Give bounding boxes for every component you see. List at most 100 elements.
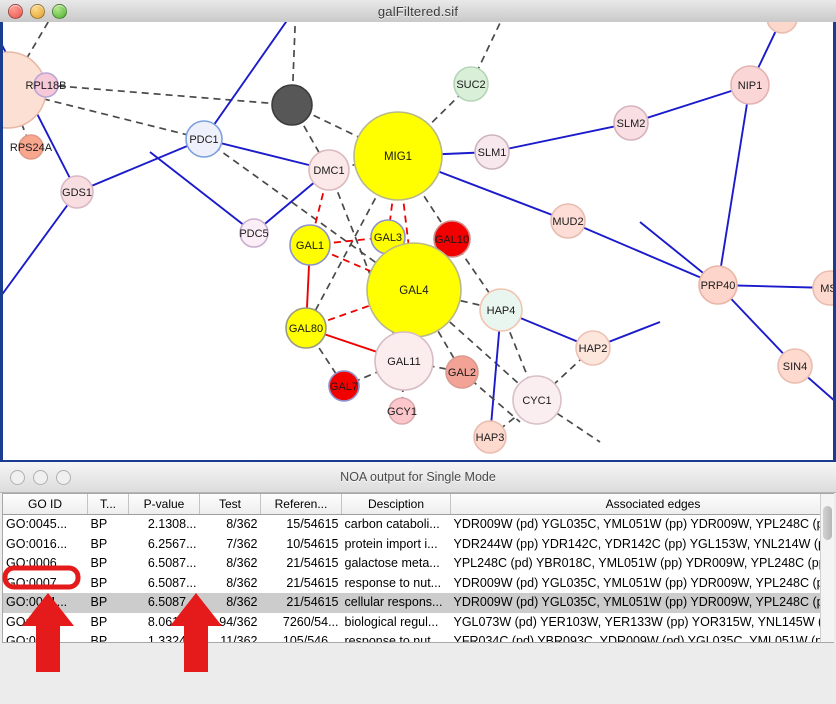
node-gal11[interactable]: GAL11 bbox=[374, 331, 434, 391]
table-row[interactable]: GO:0007... BP 6.5087... 8/362 21/54615 respon… bbox=[3, 574, 833, 594]
network-edge[interactable] bbox=[203, 138, 330, 171]
noa-results-table[interactable]: GO ID T... P-value Test Referen... Desci… bbox=[3, 494, 833, 642]
table-row[interactable]: GO:0031... BP 1.3324... 11/362 105/546... res… bbox=[3, 632, 833, 642]
network-canvas[interactable]: RPL18B RPS24A GDS1 PDC1 PDC5 DMC1 MIG1 SUC2 SLM1… bbox=[0, 22, 836, 460]
node-circle[interactable] bbox=[575, 330, 611, 366]
node-circle[interactable] bbox=[308, 149, 350, 191]
node-circle[interactable] bbox=[812, 270, 836, 306]
network-edge[interactable] bbox=[0, 191, 78, 352]
noa-results-table-container[interactable]: GO ID T... P-value Test Referen... Desci… bbox=[2, 493, 834, 643]
node-circle[interactable] bbox=[271, 84, 313, 126]
node-pdc1[interactable]: PDC1 bbox=[185, 120, 223, 158]
node-hap4[interactable]: HAP4 bbox=[479, 288, 523, 332]
node-rpl18b[interactable]: RPL18B bbox=[26, 72, 67, 98]
node-prp40[interactable]: PRP40 bbox=[698, 265, 738, 305]
node-circle[interactable] bbox=[328, 370, 360, 402]
column-header-p-value[interactable]: P-value bbox=[128, 494, 200, 515]
table-vertical-scrollbar[interactable] bbox=[820, 494, 834, 642]
table-body[interactable]: GO:0045... BP 2.1308... 8/362 15/54615 carbon… bbox=[3, 515, 833, 642]
node-slm1[interactable]: SLM1 bbox=[474, 134, 510, 170]
column-header-type[interactable]: T... bbox=[87, 494, 129, 515]
node-hap2[interactable]: HAP2 bbox=[575, 330, 611, 366]
node-slm2[interactable]: SLM2 bbox=[613, 105, 649, 141]
column-header-test[interactable]: Test bbox=[199, 494, 261, 515]
noa-close-icon[interactable] bbox=[10, 470, 25, 485]
node-circle[interactable] bbox=[18, 134, 44, 160]
node-circle[interactable] bbox=[613, 105, 649, 141]
node-circle[interactable] bbox=[473, 420, 507, 454]
node-circle[interactable] bbox=[374, 331, 434, 391]
node-circle[interactable] bbox=[698, 265, 738, 305]
node-dmc1[interactable]: DMC1 bbox=[308, 149, 350, 191]
node-pdc5[interactable]: PDC5 bbox=[239, 218, 269, 248]
network-edge[interactable] bbox=[567, 220, 719, 286]
node-circle[interactable] bbox=[353, 111, 443, 201]
network-edge[interactable] bbox=[45, 84, 293, 106]
node-gal7[interactable]: GAL7 bbox=[328, 370, 360, 402]
node-hap3[interactable]: HAP3 bbox=[473, 420, 507, 454]
node-nip1[interactable]: NIP1 bbox=[730, 65, 770, 105]
noa-window-controls[interactable] bbox=[10, 470, 71, 485]
node-msi[interactable]: MSI bbox=[812, 270, 836, 306]
node-circle[interactable] bbox=[479, 288, 523, 332]
node-circle[interactable] bbox=[388, 397, 416, 425]
node-circle[interactable] bbox=[60, 175, 94, 209]
node-gal1[interactable]: GAL1 bbox=[289, 224, 331, 266]
zoom-icon[interactable] bbox=[52, 4, 67, 19]
node-mud2[interactable]: MUD2 bbox=[550, 203, 586, 239]
column-header-reference[interactable]: Referen... bbox=[260, 494, 342, 515]
column-header-associated-edges[interactable]: Associated edges bbox=[450, 494, 833, 515]
node-suc2[interactable]: SUC2 bbox=[453, 66, 489, 102]
node-gal10[interactable]: GAL10 bbox=[433, 220, 471, 258]
scrollbar-thumb[interactable] bbox=[823, 506, 832, 540]
node-circle[interactable] bbox=[445, 355, 479, 389]
node-unlabeled[interactable] bbox=[271, 84, 313, 126]
canvas-right-border bbox=[833, 22, 836, 460]
node-circle[interactable] bbox=[185, 120, 223, 158]
table-row[interactable]: GO:0006... BP 6.5087... 8/362 21/54615 galact… bbox=[3, 554, 833, 574]
noa-zoom-icon[interactable] bbox=[56, 470, 71, 485]
node-circle[interactable] bbox=[433, 220, 471, 258]
node-circle[interactable] bbox=[730, 65, 770, 105]
node-gal2[interactable]: GAL2 bbox=[445, 355, 479, 389]
network-edge[interactable] bbox=[717, 84, 751, 286]
network-graph[interactable]: RPL18B RPS24A GDS1 PDC1 PDC5 DMC1 MIG1 SUC2 SLM1… bbox=[0, 22, 836, 460]
node-gal4[interactable]: GAL4 bbox=[366, 242, 462, 338]
network-edge[interactable] bbox=[630, 84, 751, 124]
network-edge[interactable] bbox=[491, 122, 632, 153]
close-icon[interactable] bbox=[8, 4, 23, 19]
table-row[interactable]: GO:0045... BP 2.1308... 8/362 15/54615 carbon… bbox=[3, 515, 833, 535]
node-mig1[interactable]: MIG1 bbox=[353, 111, 443, 201]
column-header-go-id[interactable]: GO ID bbox=[3, 494, 88, 515]
node-circle[interactable] bbox=[289, 224, 331, 266]
minimize-icon[interactable] bbox=[30, 4, 45, 19]
network-edge[interactable] bbox=[7, 89, 205, 140]
node-circle[interactable] bbox=[777, 348, 813, 384]
noa-minimize-icon[interactable] bbox=[33, 470, 48, 485]
node-rps24a[interactable]: RPS24A bbox=[10, 134, 53, 160]
network-nodes[interactable]: RPL18B RPS24A GDS1 PDC1 PDC5 DMC1 MIG1 SUC2 SLM1… bbox=[0, 22, 836, 454]
node-circle[interactable] bbox=[474, 134, 510, 170]
network-edge[interactable] bbox=[149, 151, 255, 234]
node-cyc1[interactable]: CYC1 bbox=[512, 375, 562, 425]
node-circle[interactable] bbox=[766, 22, 798, 34]
table-row[interactable]: GO:0016... BP 6.2567... 7/362 10/54615 protei… bbox=[3, 535, 833, 555]
node-sin4[interactable]: SIN4 bbox=[777, 348, 813, 384]
node-circle[interactable] bbox=[239, 218, 269, 248]
table-row[interactable]: GO:0031... BP 6.5087... 8/362 21/54615 cellul… bbox=[3, 593, 833, 613]
column-header-description[interactable]: Desciption bbox=[341, 494, 451, 515]
node-circle[interactable] bbox=[33, 72, 59, 98]
window-controls[interactable] bbox=[8, 4, 67, 19]
node-circle[interactable] bbox=[512, 375, 562, 425]
node-gcy1[interactable]: GCY1 bbox=[387, 397, 417, 425]
node-circle[interactable] bbox=[453, 66, 489, 102]
network-edge[interactable] bbox=[203, 22, 300, 140]
node-circle[interactable] bbox=[285, 307, 327, 349]
network-edge[interactable] bbox=[76, 138, 205, 193]
node-unlabeled[interactable] bbox=[766, 22, 798, 34]
table-row[interactable]: GO:0065... BP 8.0614... 94/362 7260/54... bio… bbox=[3, 613, 833, 633]
network-edge[interactable] bbox=[305, 155, 399, 329]
node-gds1[interactable]: GDS1 bbox=[60, 175, 94, 209]
node-gal80[interactable]: GAL80 bbox=[285, 307, 327, 349]
node-circle[interactable] bbox=[550, 203, 586, 239]
